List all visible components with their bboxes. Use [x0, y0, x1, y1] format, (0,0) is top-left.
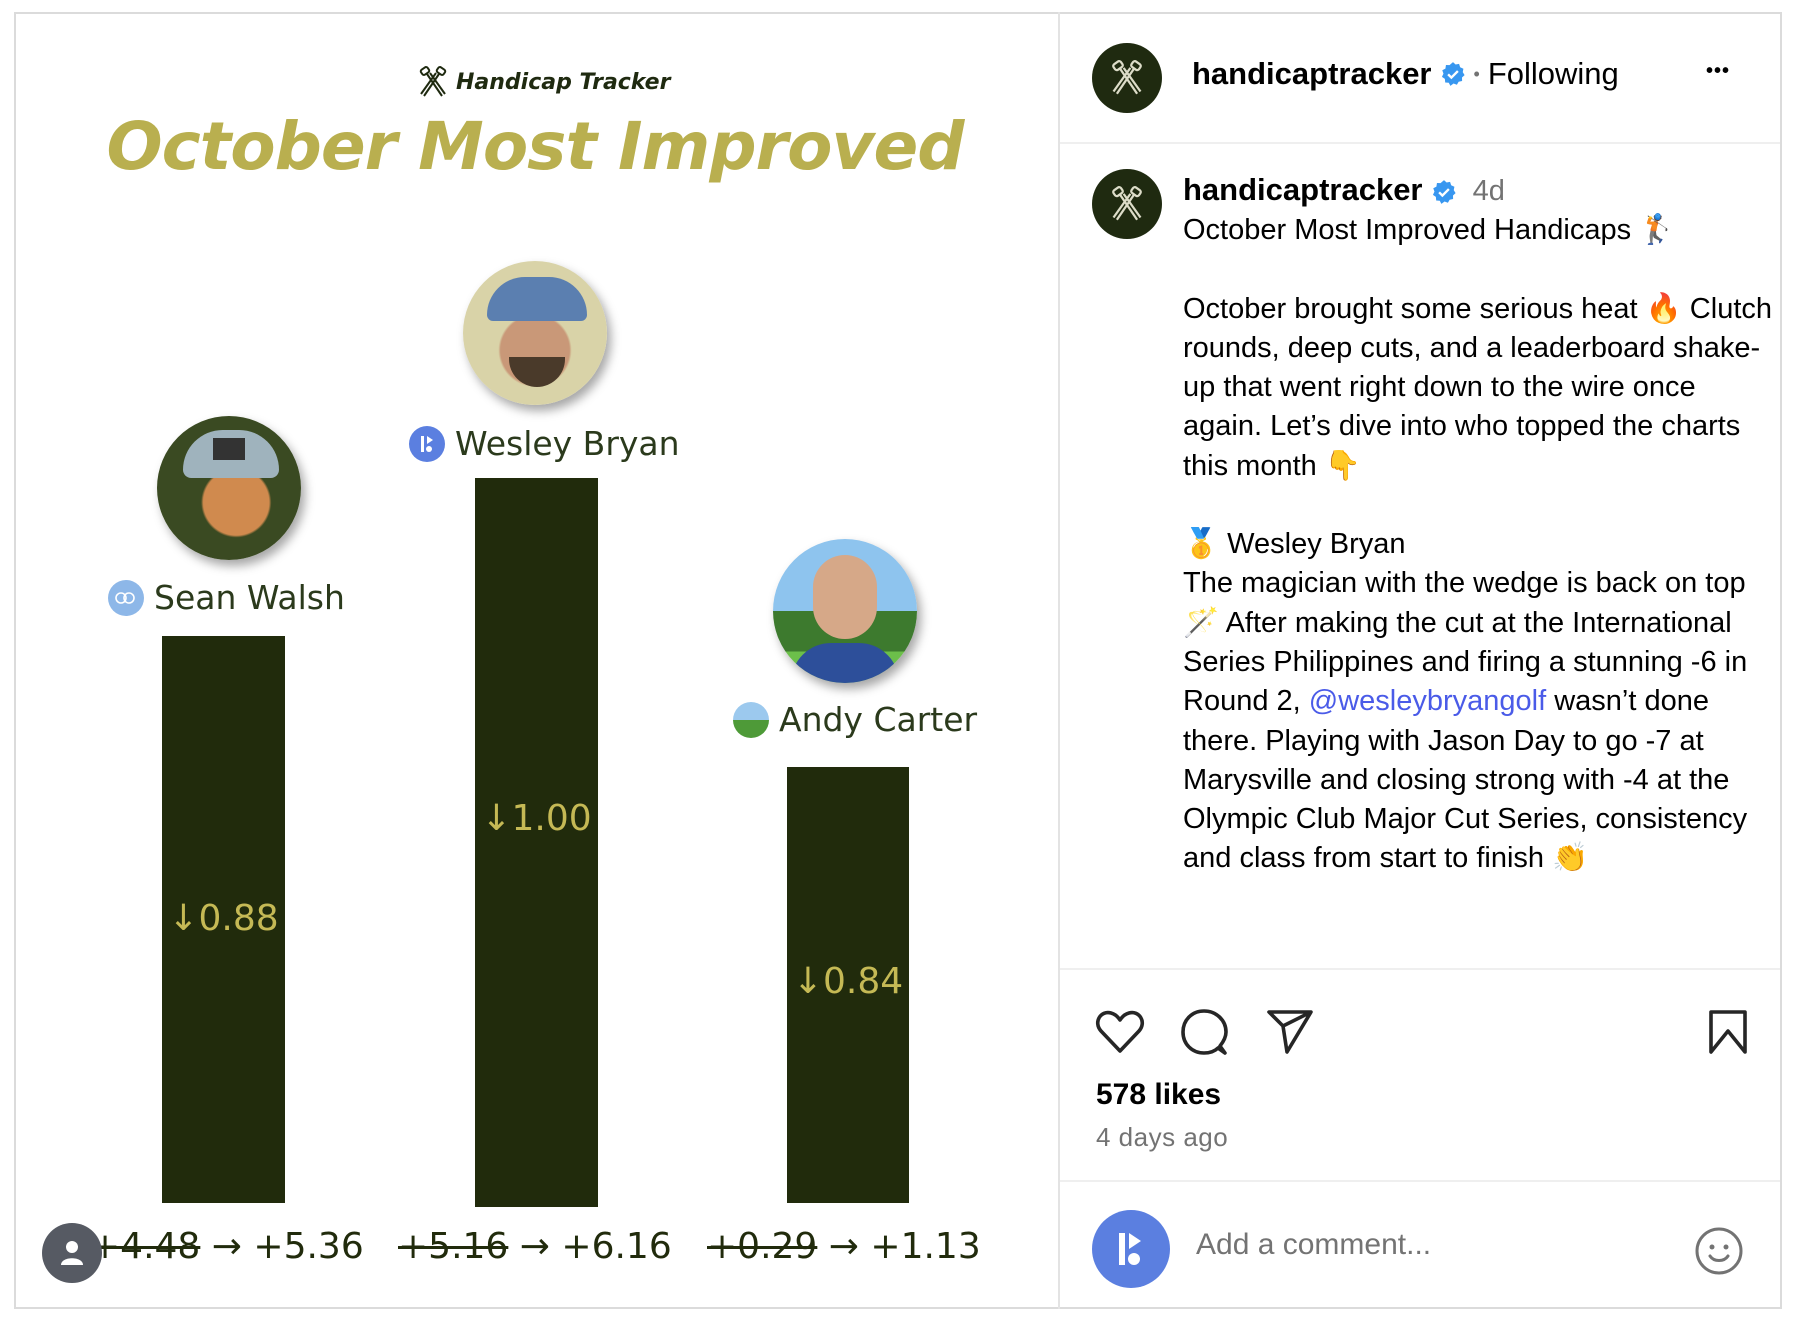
- player-name-sean-walsh: Sean Walsh: [108, 578, 345, 617]
- smiley-face-icon: [1695, 1227, 1743, 1275]
- crossed-clubs-icon: [1112, 60, 1142, 95]
- bar-andy-carter: ↓0.84: [787, 767, 909, 1203]
- following-button[interactable]: Following: [1487, 56, 1619, 91]
- verified-badge-icon: [1432, 180, 1456, 205]
- tagged-users-button[interactable]: [42, 1223, 102, 1283]
- new-handicap: +6.16: [561, 1226, 672, 1267]
- caption-intro: October brought some serious heat 🔥 Clut…: [1183, 292, 1773, 482]
- comment-row: [1060, 1182, 1780, 1308]
- bar-wesley-bryan: ↓1.00: [475, 478, 598, 1207]
- handicap-range-andy-carter: +0.29 → +1.13: [707, 1226, 981, 1267]
- comment-button[interactable]: [1178, 1006, 1230, 1058]
- arrow-right-icon: →: [211, 1226, 242, 1267]
- user-icon: [61, 1241, 83, 1265]
- new-handicap: +5.36: [253, 1226, 364, 1267]
- post-timestamp: 4 days ago: [1096, 1122, 1229, 1152]
- more-options-button[interactable]: •••: [1706, 60, 1731, 82]
- crossed-clubs-icon: [419, 66, 447, 97]
- account-username[interactable]: handicaptracker: [1192, 56, 1432, 91]
- old-handicap: +0.29: [707, 1226, 818, 1267]
- player-avatar-andy-carter: [773, 539, 917, 683]
- comment-input[interactable]: [1194, 1220, 1678, 1270]
- likes-count[interactable]: 578 likes: [1096, 1078, 1222, 1111]
- action-bar: [1094, 1006, 1754, 1058]
- bookmark-icon: [1709, 1010, 1747, 1054]
- caption-headline: October Most Improved Handicaps 🏌️: [1183, 214, 1676, 247]
- heart-icon: [1095, 1010, 1145, 1053]
- account-avatar[interactable]: [1092, 43, 1162, 113]
- player-name-wesley-bryan: Wesley Bryan: [409, 424, 680, 463]
- sponsor-logo-icon: [409, 425, 445, 462]
- caption-avatar[interactable]: [1092, 169, 1162, 239]
- bar-value-label: ↓0.88: [168, 898, 279, 939]
- arrow-right-icon: →: [519, 1226, 550, 1267]
- comment-bubble-icon: [1181, 1009, 1228, 1055]
- separator-dot: •: [1473, 63, 1480, 84]
- handicap-range-wesley-bryan: +5.16 → +6.16: [398, 1226, 672, 1267]
- sponsor-logo-icon: [108, 579, 144, 616]
- user-logo-icon: [1119, 1233, 1141, 1265]
- old-handicap: +4.48: [90, 1226, 201, 1267]
- old-handicap: +5.16: [398, 1226, 509, 1267]
- caption-winner-line: 🥇 Wesley Bryan: [1183, 528, 1406, 561]
- caption-scroll-area[interactable]: handicaptracker 4d October Most Improved…: [1060, 142, 1780, 968]
- bar-value-label: ↓0.84: [792, 961, 904, 1002]
- share-button[interactable]: [1264, 1006, 1316, 1058]
- caption-username[interactable]: handicaptracker: [1183, 172, 1423, 207]
- post-header: handicaptracker • Following •••: [1060, 14, 1780, 144]
- brand-header: Handicap Tracker: [418, 64, 670, 100]
- crossed-clubs-icon: [1112, 186, 1142, 221]
- save-button[interactable]: [1702, 1006, 1754, 1058]
- arrow-right-icon: →: [828, 1226, 859, 1267]
- player-name-label: Andy Carter: [779, 700, 978, 739]
- bar-value-label: ↓1.00: [481, 798, 592, 839]
- caption-body-text: wasn’t done there. Playing with Jason Da…: [1183, 685, 1748, 875]
- caption-body-text: The magician with the wedge is back on t…: [1183, 567, 1748, 718]
- current-user-avatar[interactable]: [1092, 1210, 1170, 1288]
- like-button[interactable]: [1094, 1006, 1146, 1058]
- verified-badge-icon: [1441, 62, 1465, 86]
- caption-divider: [1060, 968, 1780, 970]
- player-name-andy-carter: Andy Carter: [733, 700, 977, 739]
- player-name-label: Wesley Bryan: [455, 424, 680, 463]
- handicap-range-sean-walsh: +4.48 → +5.36: [90, 1226, 364, 1267]
- caption: handicaptracker 4d October Most Improved…: [1183, 170, 1773, 879]
- player-avatar-wesley-bryan: [463, 261, 607, 405]
- mention-link[interactable]: @wesleybryangolf: [1308, 685, 1547, 718]
- emoji-button[interactable]: [1694, 1226, 1744, 1276]
- caption-body: The magician with the wedge is back on t…: [1183, 564, 1773, 878]
- bar-sean-walsh: ↓0.88: [162, 636, 285, 1203]
- player-name-label: Sean Walsh: [154, 578, 345, 617]
- chart-title: October Most Improved: [106, 108, 965, 185]
- caption-age: 4d: [1472, 175, 1505, 207]
- send-paper-plane-icon: [1267, 1010, 1313, 1054]
- panel-divider: [1058, 12, 1060, 1309]
- brand-label: Handicap Tracker: [456, 69, 671, 95]
- comment-divider: [1060, 1180, 1780, 1182]
- player-avatar-sean-walsh: [157, 416, 301, 560]
- player-mini-avatar: [733, 701, 769, 738]
- new-handicap: +1.13: [870, 1226, 981, 1267]
